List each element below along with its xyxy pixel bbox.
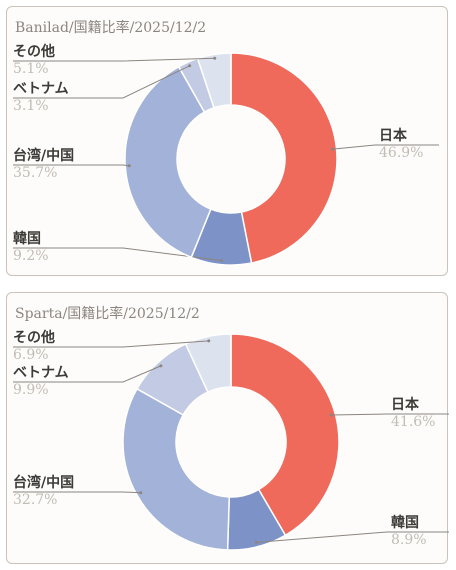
slice-value-4: 5.1% [13, 61, 49, 77]
donut-slice-4 [184, 333, 232, 394]
slice-label-1: 韓国 [391, 514, 419, 531]
leader-line-2 [13, 164, 130, 167]
slice-value-3: 9.9% [13, 382, 49, 398]
donut-slice-2 [124, 65, 212, 259]
leader-dot-2 [139, 491, 143, 495]
leader-dot-0 [329, 413, 333, 417]
slice-value-4: 6.9% [13, 347, 49, 363]
leader-dot-0 [331, 147, 335, 151]
slice-label-4: その他 [13, 329, 55, 346]
leader-line-4 [13, 340, 209, 348]
slice-value-2: 32.7% [13, 492, 57, 508]
slice-label-2: 台湾/中国 [13, 474, 74, 491]
leader-dot-4 [207, 339, 211, 343]
chart-title: Sparta/国籍比率/2025/12/2 [15, 306, 200, 322]
slice-value-3: 3.1% [13, 98, 49, 114]
chart-title: Banilad/国籍比率/2025/12/2 [15, 20, 207, 36]
slice-label-1: 韓国 [13, 230, 41, 247]
donut-slice-2 [122, 387, 231, 551]
leader-line-4 [13, 57, 215, 62]
slice-label-0: 日本 [391, 396, 420, 413]
slice-value-0: 46.9% [379, 145, 423, 161]
leader-dot-3 [159, 364, 163, 368]
slice-label-4: その他 [13, 43, 55, 60]
slice-value-0: 41.6% [391, 414, 435, 430]
slice-label-3: ベトナム [13, 81, 69, 97]
leader-dot-1 [254, 540, 258, 544]
leader-line-1 [256, 531, 449, 543]
slice-label-2: 台湾/中国 [13, 147, 74, 164]
slice-value-1: 8.9% [391, 532, 427, 548]
donut-slice-0 [230, 52, 338, 264]
slice-label-0: 日本 [379, 127, 408, 144]
leader-line-0 [332, 144, 439, 150]
leader-line-3 [13, 365, 162, 383]
donut-slice-4 [196, 52, 232, 109]
chart-panel-banilad: Banilad/国籍比率/2025/12/2 日本 46.9% 韓国 9.2% 台湾/中… [6, 6, 448, 276]
leader-dot-1 [219, 259, 223, 263]
slice-value-1: 9.2% [13, 248, 49, 264]
leader-dot-3 [188, 64, 192, 68]
leader-dot-2 [127, 164, 131, 168]
leader-dot-4 [213, 56, 217, 60]
donut-slice-0 [230, 333, 340, 537]
slice-label-3: ベトナム [13, 365, 69, 381]
leader-line-2 [13, 491, 141, 494]
leader-line-0 [330, 413, 449, 416]
slice-value-2: 35.7% [13, 165, 57, 181]
leader-line-3 [13, 65, 190, 99]
chart-panel-sparta: Sparta/国籍比率/2025/12/2 日本 41.6% 韓国 8.9% 台湾/中国… [6, 292, 449, 564]
